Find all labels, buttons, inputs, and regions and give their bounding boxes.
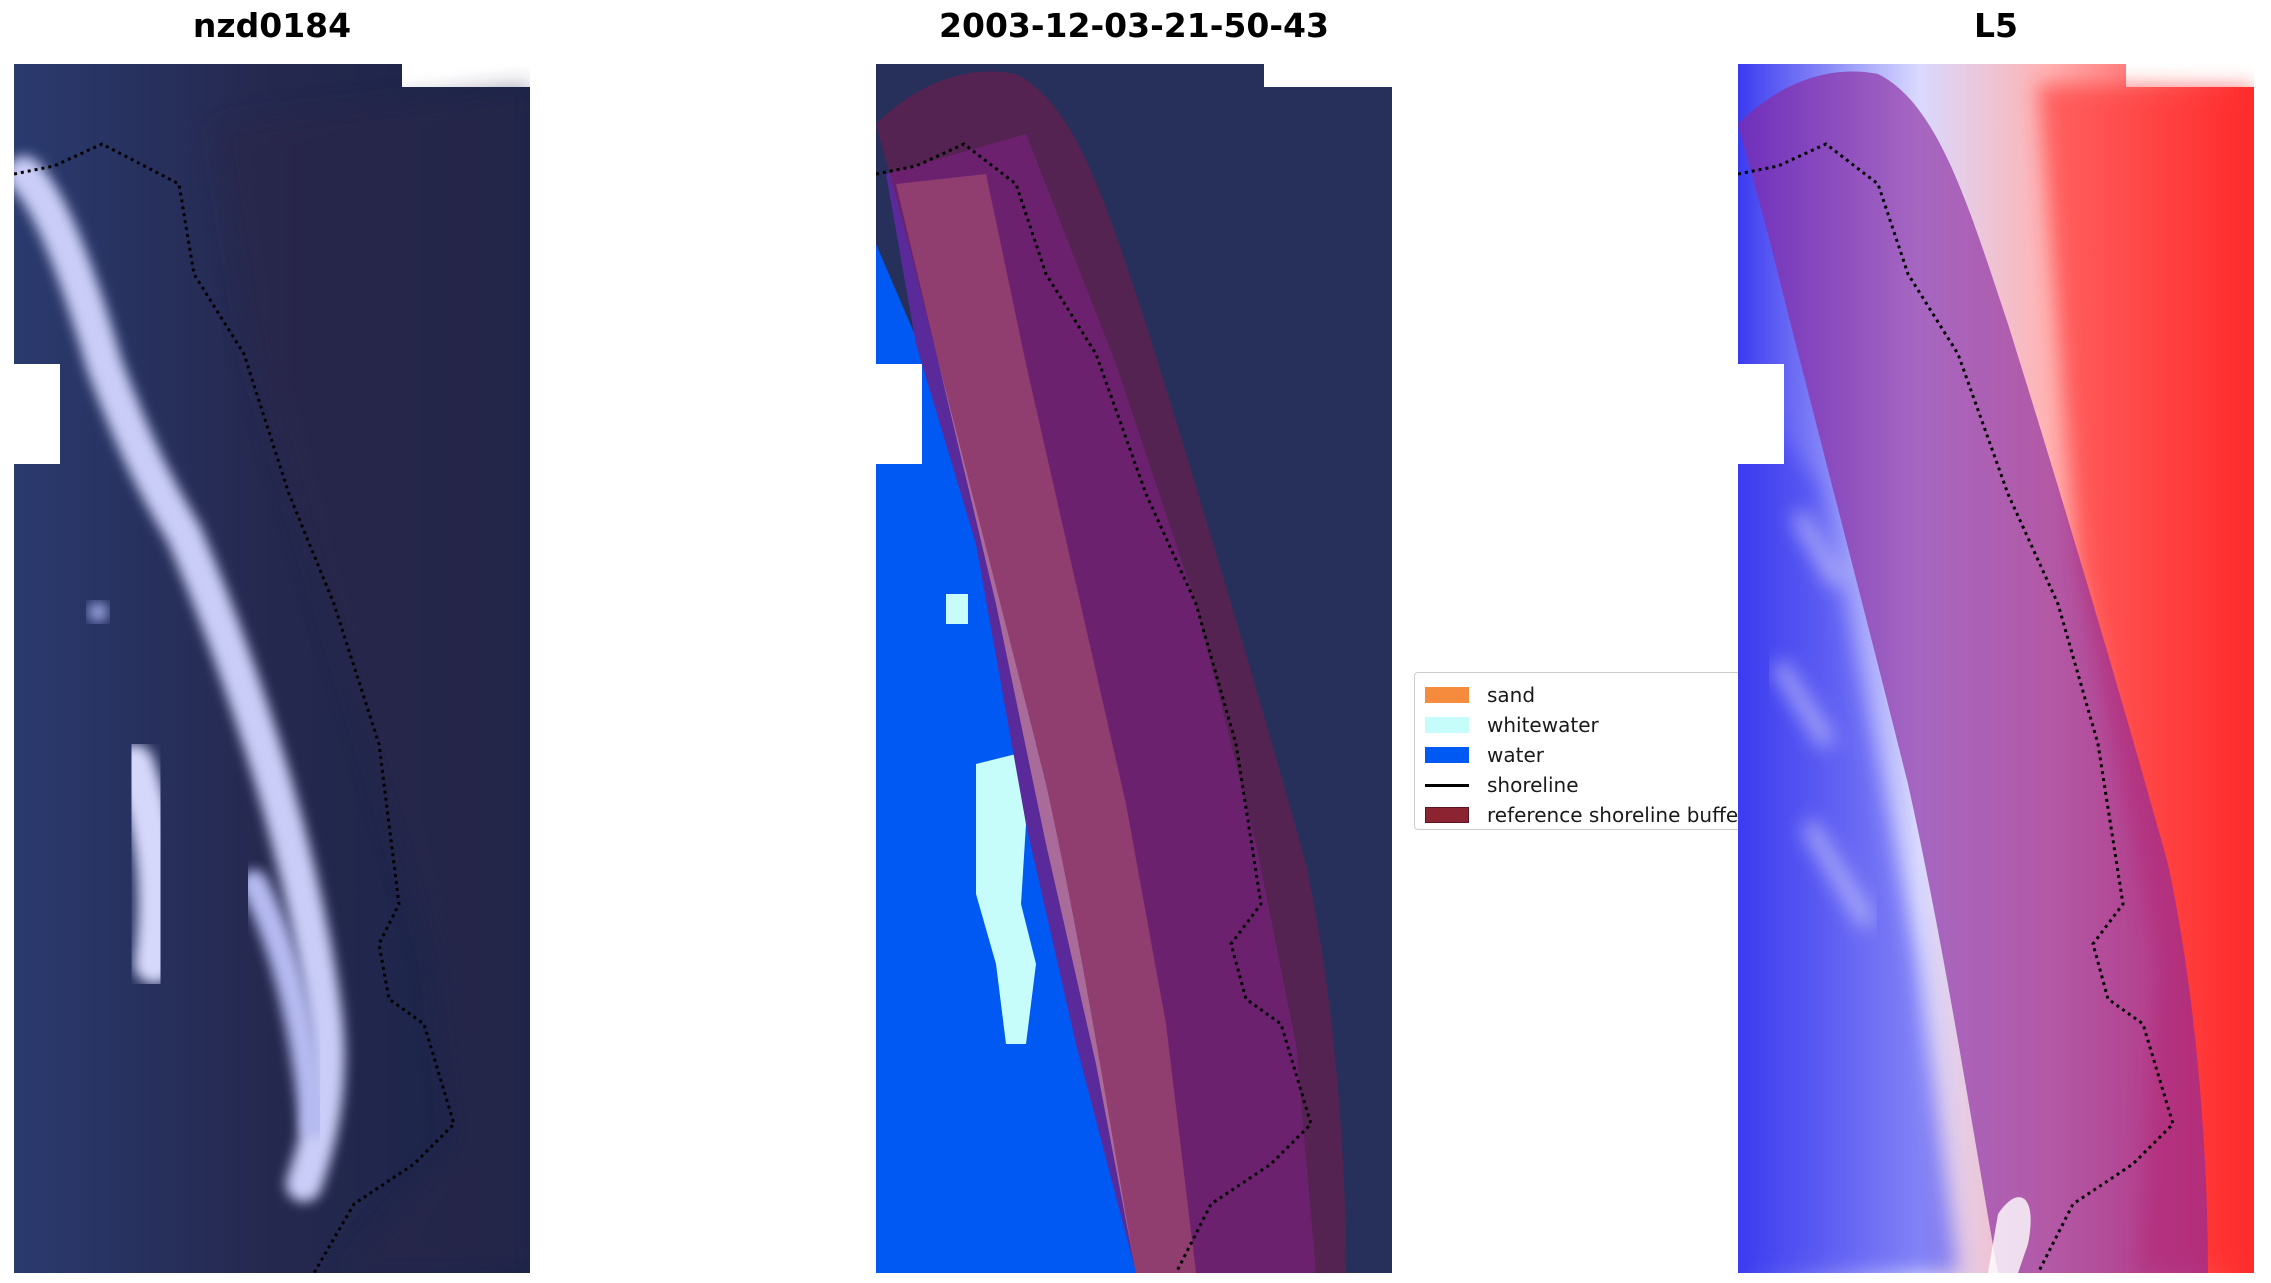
panel-title-classified: 2003-12-03-21-50-43 <box>939 6 1329 45</box>
whitewater-swatch <box>1425 717 1469 733</box>
legend-item-whitewater: whitewater <box>1425 713 1599 737</box>
shoreline-line <box>1738 142 2175 1273</box>
legend-item-buffer: reference shoreline buffer <box>1425 803 1746 827</box>
legend: sand whitewater water shoreline referenc… <box>1414 672 1774 830</box>
legend-item-shoreline: shoreline <box>1425 773 1579 797</box>
classified-image-panel <box>876 64 1392 1273</box>
panel-title-index: L5 <box>1974 6 2018 45</box>
shoreline-line <box>14 142 456 1273</box>
rgb-image <box>14 64 530 1273</box>
shoreline-swatch <box>1425 783 1469 787</box>
index-image-panel <box>1738 64 2254 1273</box>
legend-item-sand: sand <box>1425 683 1535 707</box>
legend-item-water: water <box>1425 743 1544 767</box>
legend-label-whitewater: whitewater <box>1487 713 1599 737</box>
legend-label-buffer: reference shoreline buffer <box>1487 803 1747 827</box>
classified-image <box>876 64 1392 1273</box>
panel-title-rgb: nzd0184 <box>192 6 352 45</box>
shoreline-line <box>876 142 1313 1273</box>
sand-swatch <box>1425 687 1469 703</box>
legend-label-sand: sand <box>1487 683 1536 707</box>
index-image <box>1738 64 2254 1273</box>
legend-label-water: water <box>1487 743 1544 767</box>
water-swatch <box>1425 747 1469 763</box>
legend-label-shoreline: shoreline <box>1487 773 1579 797</box>
rgb-image-panel <box>14 64 530 1273</box>
buffer-swatch <box>1425 807 1469 823</box>
